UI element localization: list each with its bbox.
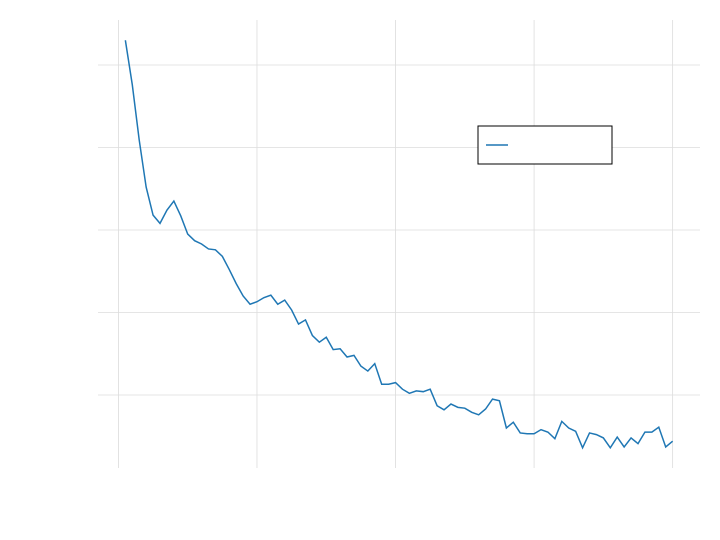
legend-box [477, 125, 613, 165]
y-tick-label: 3 [83, 223, 90, 236]
y-tick-label: 1 [83, 388, 90, 401]
x-tick-label: 20 [250, 477, 264, 490]
y-tick-label: 5 [83, 58, 90, 71]
y-tick-label: 4 [83, 140, 90, 153]
y-tick-label: 2 [83, 305, 90, 318]
x-tick-label: 40 [389, 477, 403, 490]
data-line [124, 40, 674, 450]
x-tick-label: 80 [666, 477, 680, 490]
x-tick-label: 60 [527, 477, 541, 490]
x-tick-label: 0 [115, 477, 122, 490]
